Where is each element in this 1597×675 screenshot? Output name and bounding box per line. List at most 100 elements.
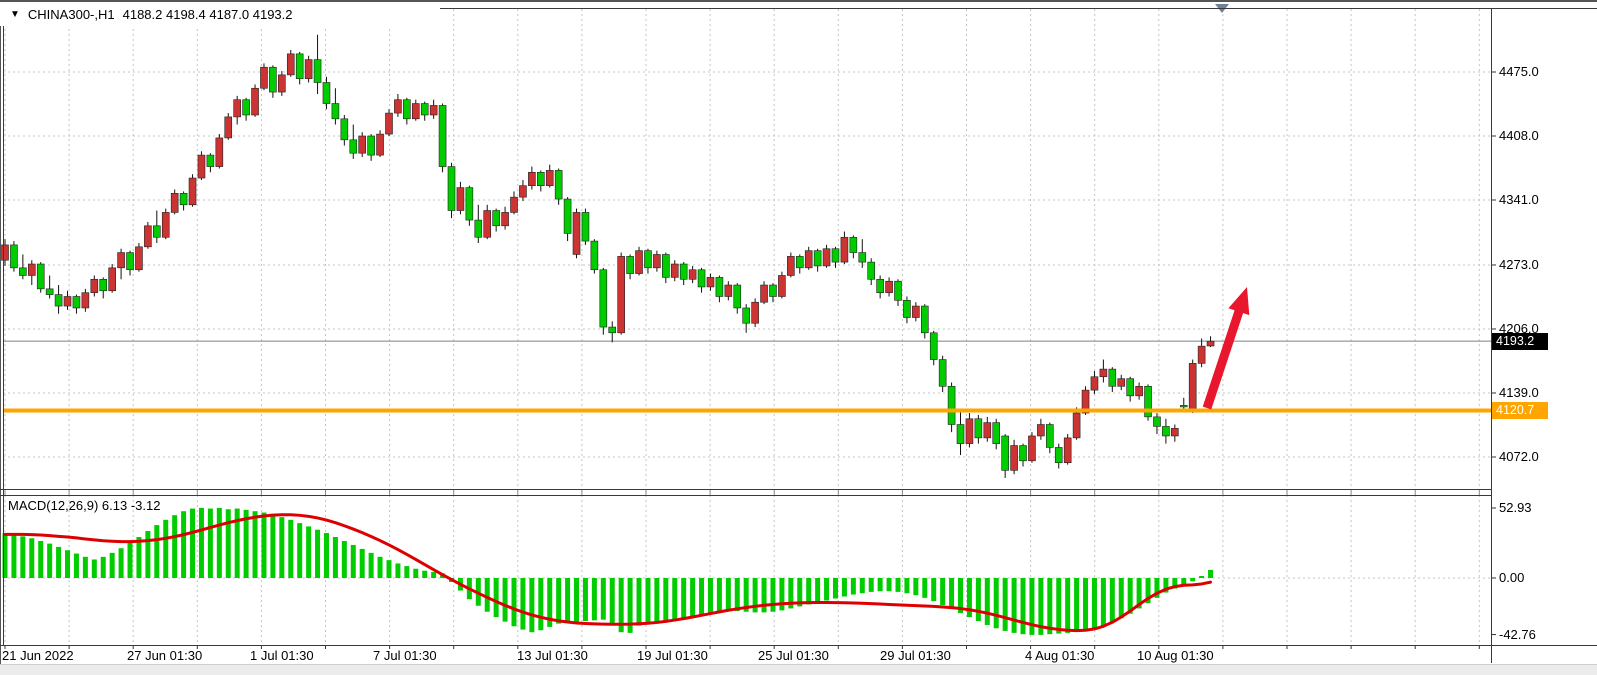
- macd-bar: [1100, 578, 1106, 626]
- macd-bar: [1109, 578, 1115, 623]
- bull-candle: [1, 244, 9, 261]
- bull-candle: [456, 187, 465, 211]
- macd-bar: [91, 559, 97, 578]
- macd-bar: [1118, 578, 1124, 619]
- macd-bar: [582, 578, 588, 621]
- macd-bar: [1038, 578, 1044, 635]
- macd-bar: [1020, 578, 1026, 635]
- macd-bar: [341, 540, 347, 578]
- bull-candle: [1072, 412, 1081, 439]
- bull-candle: [724, 284, 733, 297]
- bull-candle: [224, 116, 233, 139]
- macd-bar: [154, 525, 160, 578]
- bull-candle: [278, 74, 286, 93]
- bear-candle: [474, 219, 483, 238]
- bull-candle: [1197, 345, 1206, 364]
- symbol-period-label: CHINA300-,H1: [27, 6, 115, 22]
- orange-line-price-badge: 4120.7: [1492, 401, 1548, 419]
- macd-bar: [38, 540, 44, 578]
- bear-candle: [331, 103, 340, 120]
- macd-bar: [502, 578, 508, 622]
- macd-bar: [163, 519, 169, 578]
- bull-candle: [197, 154, 206, 179]
- macd-bar: [591, 578, 597, 621]
- macd-axis-label: 0.00: [1499, 570, 1525, 585]
- bear-candle: [465, 187, 474, 221]
- bear-candle: [1108, 368, 1117, 387]
- bull-candle: [161, 212, 170, 238]
- time-axis-label: 13 Jul 01:30: [517, 648, 588, 663]
- macd-bar: [1011, 578, 1017, 633]
- macd-bar: [190, 508, 196, 578]
- bull-candle: [233, 99, 241, 118]
- bear-candle: [769, 284, 777, 297]
- bull-candle: [1037, 424, 1045, 437]
- macd-bar: [984, 578, 990, 625]
- bear-candle: [1046, 424, 1054, 448]
- bear-candle: [340, 118, 349, 141]
- chart-left-border: [3, 8, 4, 645]
- bear-candle: [1019, 445, 1027, 462]
- bear-candle: [992, 422, 1001, 444]
- bull-candle: [1063, 437, 1072, 464]
- bull-candle: [545, 170, 554, 186]
- macd-bar: [725, 578, 731, 612]
- macd-bar: [11, 534, 17, 578]
- bear-candle: [367, 135, 375, 156]
- price-axis-label: 4072.0: [1499, 448, 1539, 464]
- bear-candle: [99, 279, 108, 292]
- macd-bar: [940, 578, 946, 606]
- bear-candle: [295, 53, 304, 79]
- bear-candle: [679, 263, 688, 280]
- macd-bar: [627, 578, 633, 633]
- bear-candle: [626, 256, 634, 274]
- bull-candle: [1081, 389, 1090, 414]
- bull-candle: [304, 59, 313, 79]
- macd-bar: [484, 578, 490, 612]
- macd-bar: [225, 509, 231, 578]
- macd-bar: [136, 537, 142, 578]
- bull-candle: [1188, 363, 1197, 410]
- bear-candle: [813, 250, 822, 267]
- time-axis-label: 27 Jun 01:30: [127, 648, 203, 663]
- macd-bar: [895, 578, 901, 592]
- price-axis-label: 4408.0: [1499, 128, 1539, 143]
- bull-candle: [501, 212, 509, 227]
- bull-candle: [983, 422, 992, 439]
- time-axis-separator: [0, 645, 1597, 646]
- bear-candle: [974, 418, 983, 439]
- macd-signal-line: [3, 513, 1213, 633]
- macd-bar: [127, 542, 133, 578]
- bull-candle: [81, 292, 90, 309]
- macd-bar: [181, 511, 187, 578]
- macd-bar: [931, 578, 937, 602]
- bull-candle: [251, 87, 259, 116]
- bear-candle: [153, 225, 161, 238]
- bear-candle: [126, 252, 134, 271]
- price-axis-label: 4341.0: [1499, 192, 1539, 207]
- macd-bar: [288, 519, 294, 578]
- bull-candle: [840, 236, 849, 263]
- bear-candle: [447, 166, 456, 211]
- bull-candle: [787, 256, 795, 276]
- macd-bar: [949, 578, 955, 610]
- macd-bar: [975, 578, 981, 621]
- macd-bar: [1029, 578, 1035, 635]
- macd-bar: [770, 578, 776, 612]
- macd-bar: [636, 578, 642, 626]
- macd-bar: [886, 578, 892, 592]
- bear-candle: [876, 279, 884, 293]
- candles-layer: [1, 34, 1215, 479]
- bull-candle: [1206, 340, 1215, 347]
- red-arrow-annotation[interactable]: [1202, 287, 1250, 410]
- bull-candle: [760, 284, 768, 303]
- macd-bar: [1002, 578, 1008, 631]
- macd-bar: [395, 563, 401, 578]
- bear-candle: [849, 236, 858, 253]
- symbol-dropdown-icon[interactable]: ▼: [10, 8, 20, 20]
- bear-candle: [742, 307, 750, 324]
- macd-bar: [779, 578, 785, 611]
- macd-bar: [73, 553, 79, 578]
